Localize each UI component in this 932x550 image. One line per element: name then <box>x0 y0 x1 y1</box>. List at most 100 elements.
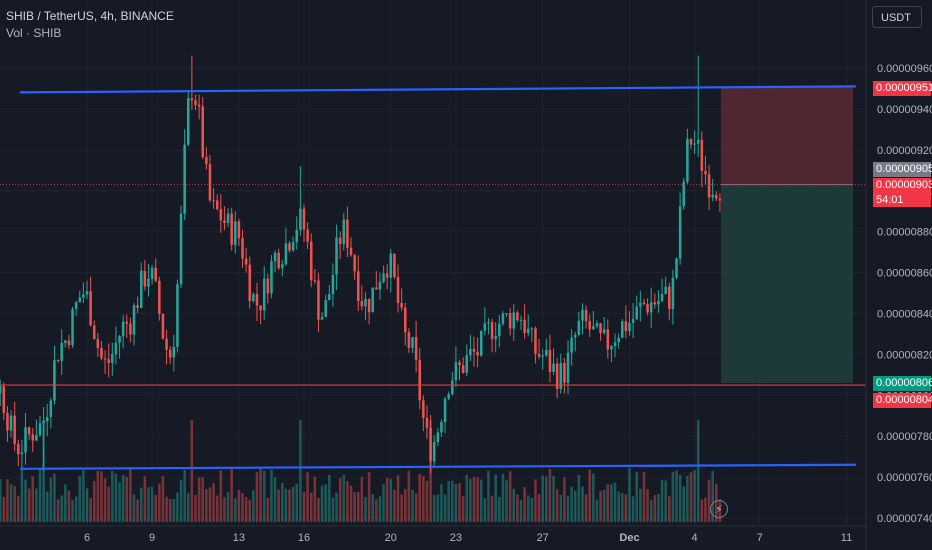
candle-body <box>197 104 201 107</box>
volume-bar <box>49 477 53 522</box>
volume-bar <box>53 473 56 522</box>
candle-body <box>125 321 129 324</box>
candle-body <box>700 139 704 171</box>
candle-body <box>566 352 570 383</box>
volume-bar <box>201 477 204 522</box>
candle-body <box>678 206 682 259</box>
candle-body <box>541 355 544 357</box>
volume-bar <box>6 479 9 522</box>
volume-bar <box>320 485 324 522</box>
entry-price-label: 0.00000806 <box>873 376 932 391</box>
candle-body <box>606 329 610 350</box>
candle-body <box>259 305 262 311</box>
time-tick-label: 6 <box>84 532 90 544</box>
volume-bar <box>2 497 6 522</box>
candle-body <box>281 264 284 269</box>
volume-bar <box>537 494 541 522</box>
candle-body <box>262 278 266 311</box>
volume-indicator-label[interactable]: Vol · SHIB <box>6 26 62 40</box>
candle-body <box>277 252 280 269</box>
candle-body <box>631 319 635 323</box>
volume-bar <box>168 498 172 522</box>
candle-body <box>176 284 179 347</box>
candle-body <box>581 309 584 321</box>
flash-icon[interactable]: ⚡ <box>710 500 728 518</box>
volume-bar <box>147 487 150 522</box>
volume-bar <box>143 476 147 522</box>
candle-body <box>624 321 628 332</box>
candle-body <box>118 336 121 343</box>
candle-body <box>187 98 190 145</box>
symbol-title[interactable]: SHIB / TetherUS, 4h, BINANCE <box>6 9 174 23</box>
candle-body <box>9 415 13 431</box>
candle-body <box>67 340 71 346</box>
candle-body <box>284 243 288 265</box>
candle-body <box>31 434 35 441</box>
volume-bar <box>335 492 338 522</box>
volume-bar <box>592 473 595 522</box>
candle-body <box>248 264 252 302</box>
stop-price-label: 0.00000951 <box>873 81 932 96</box>
candle-body <box>49 400 53 418</box>
candle-body <box>443 398 447 423</box>
candle-body <box>519 319 523 321</box>
price-tick-label: 0.00000880 <box>877 227 932 239</box>
volume-bar <box>248 499 252 522</box>
candle-body <box>266 278 270 294</box>
candle-body <box>237 221 241 239</box>
candle-body <box>299 208 302 230</box>
volume-bar <box>270 469 273 522</box>
time-tick-label: 13 <box>233 532 245 544</box>
candle-body <box>139 270 143 308</box>
volume-bar <box>342 474 346 522</box>
candle-body <box>432 442 436 462</box>
volume-bar <box>476 477 479 522</box>
volume-bar <box>570 486 573 522</box>
candle-body <box>342 219 346 245</box>
volume-bar <box>494 474 497 522</box>
volume-bar <box>45 491 49 522</box>
candle-body <box>675 258 678 278</box>
price-tick-label: 0.00000740 <box>877 513 932 525</box>
price-tick-label: 0.00000760 <box>877 472 932 484</box>
candle-body <box>472 348 476 352</box>
position-zones <box>721 86 853 383</box>
candle-body <box>711 194 714 198</box>
take-profit-zone <box>721 184 853 383</box>
candle-body <box>628 322 631 332</box>
candle-body <box>111 354 114 363</box>
candle-body <box>461 365 465 373</box>
volume-bar <box>668 496 671 522</box>
volume-bar <box>479 479 483 522</box>
candle-body <box>64 340 67 343</box>
volume-bar <box>689 472 693 522</box>
volume-bar <box>266 497 270 522</box>
price-tick-label: 0.00000840 <box>877 308 932 320</box>
volume-bar <box>259 468 262 522</box>
volume-bar <box>346 481 349 522</box>
volume-bar <box>469 478 472 522</box>
candle-body <box>668 286 671 309</box>
volume-bar <box>313 476 317 522</box>
volume-bar <box>194 494 197 522</box>
candle-body <box>378 281 382 290</box>
volume-bar <box>657 494 660 522</box>
candle-body <box>458 362 461 366</box>
candle-body <box>288 243 291 251</box>
volume-bar <box>132 494 136 522</box>
currency-button[interactable]: USDT <box>872 6 922 28</box>
last-price-label: 0.00000905 <box>873 162 932 177</box>
volume-bar <box>649 499 653 522</box>
volume-bar <box>584 494 588 522</box>
volume-bar <box>111 470 114 522</box>
candle-body <box>74 302 78 310</box>
volume-bar <box>541 475 544 522</box>
candle-body <box>56 360 60 362</box>
volume-bar <box>512 488 516 522</box>
candle-body <box>617 337 620 343</box>
candle-body <box>418 359 421 401</box>
candle-body <box>610 346 613 350</box>
volume-bar <box>125 476 129 522</box>
candle-body <box>545 349 548 356</box>
